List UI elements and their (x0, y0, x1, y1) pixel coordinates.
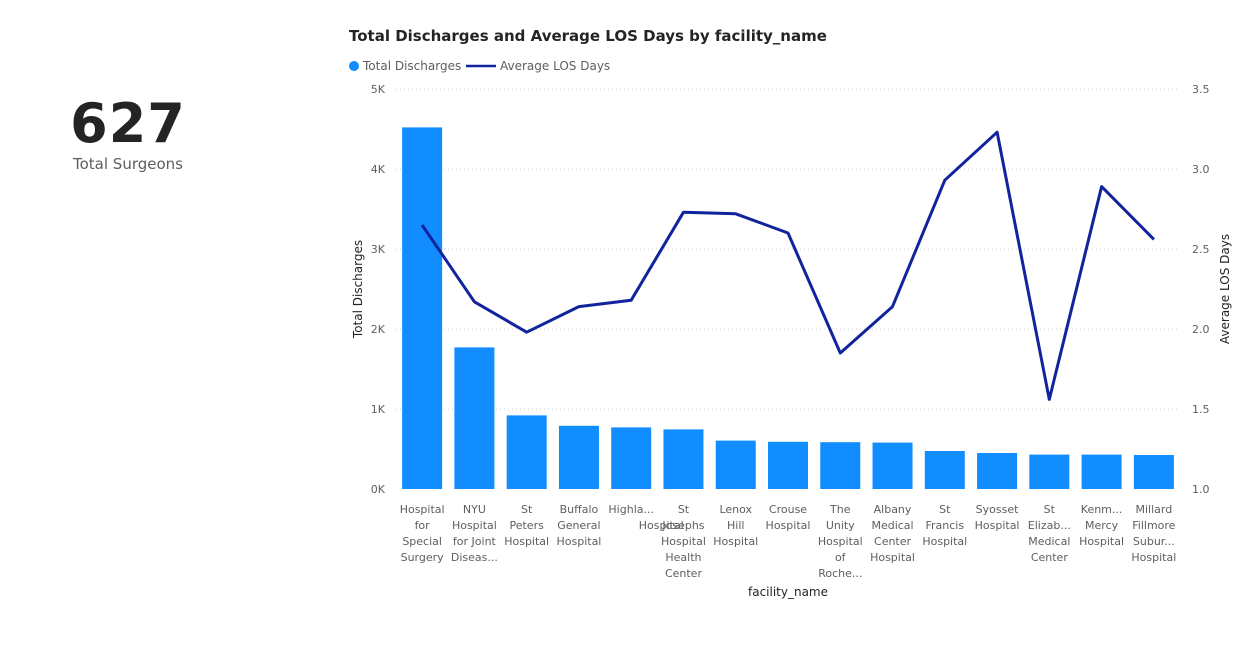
bar[interactable] (1081, 454, 1122, 489)
legend-label-discharges[interactable]: Total Discharges (362, 59, 461, 73)
y2-tick-label: 2.5 (1192, 243, 1210, 256)
legend[interactable]: Total Discharges Average LOS Days (349, 59, 610, 73)
y2-tick-label: 3.0 (1192, 163, 1210, 176)
bar[interactable] (768, 441, 808, 489)
line-average-los[interactable] (420, 130, 1155, 401)
x-tick-label: NYU Hospital for Joint Diseas... (451, 503, 498, 564)
x-tick-label: Lenox Hill Hospital (713, 503, 758, 548)
kpi-label: Total Surgeons (73, 154, 183, 173)
x-tick-label: Highla... (608, 503, 654, 516)
y2-tick-label: 1.0 (1192, 483, 1210, 496)
kpi-card[interactable]: 627 Total Surgeons (40, 92, 216, 173)
y-tick-label: 5K (371, 83, 386, 96)
x-tick-label: Kenm... Mercy Hospital (1079, 503, 1124, 548)
y2-axis-ticks: 1.0 1.5 2.0 2.5 3.0 3.5 (1192, 83, 1210, 496)
legend-label-los[interactable]: Average LOS Days (500, 59, 610, 73)
y2-tick-label: 3.5 (1192, 83, 1210, 96)
line-series[interactable] (420, 130, 1155, 401)
x-tick-label: Hospital for Special Surgery (400, 503, 445, 564)
bar[interactable] (611, 427, 652, 489)
bar[interactable] (872, 442, 913, 489)
bar[interactable] (1133, 455, 1174, 489)
x-tick-label: Buffalo General Hospital (556, 503, 601, 548)
y-tick-label: 0K (371, 483, 386, 496)
bar[interactable] (1029, 454, 1070, 489)
x-tick-label: St Elizab... Medical Center (1028, 503, 1071, 564)
bars[interactable] (402, 127, 1174, 490)
x-tick-label: St Josephs Hospital Health Center (661, 503, 706, 580)
x-tick-label: St Francis Hospital (922, 503, 967, 548)
y-tick-label: 1K (371, 403, 386, 416)
bar[interactable] (402, 127, 443, 490)
legend-marker-discharges (349, 61, 359, 71)
bar[interactable] (506, 415, 547, 489)
bar[interactable] (820, 442, 861, 489)
y-tick-label: 4K (371, 163, 386, 176)
x-tick-label: Crouse Hospital (766, 503, 811, 532)
kpi-value: 627 (70, 92, 186, 155)
x-tick-label: St Peters Hospital (504, 503, 549, 548)
bar[interactable] (663, 429, 704, 489)
x-tick-label: Hospital (639, 519, 684, 532)
y2-tick-label: 2.0 (1192, 323, 1210, 336)
bar[interactable] (558, 425, 599, 489)
bar[interactable] (977, 453, 1018, 489)
y-axis-ticks: 0K 1K 2K 3K 4K 5K (371, 83, 386, 496)
bar[interactable] (715, 440, 756, 489)
y2-axis-title: Average LOS Days (1218, 234, 1232, 344)
x-tick-label: The Unity Hospital of Roche... (818, 503, 863, 580)
y-tick-label: 2K (371, 323, 386, 336)
x-tick-label: Albany Medical Center Hospital (870, 503, 915, 564)
x-tick-label: Syosset Hospital (975, 503, 1020, 532)
bar[interactable] (454, 347, 495, 489)
y-tick-label: 3K (371, 243, 386, 256)
gridlines (396, 88, 1180, 410)
x-axis-title: facility_name (748, 585, 828, 599)
y2-tick-label: 1.5 (1192, 403, 1210, 416)
y-axis-title: Total Discharges (351, 240, 365, 339)
chart-title: Total Discharges and Average LOS Days by… (349, 27, 827, 45)
bar[interactable] (924, 451, 965, 489)
x-tick-label: Millard Fillmore Subur... Hospital (1131, 503, 1176, 564)
